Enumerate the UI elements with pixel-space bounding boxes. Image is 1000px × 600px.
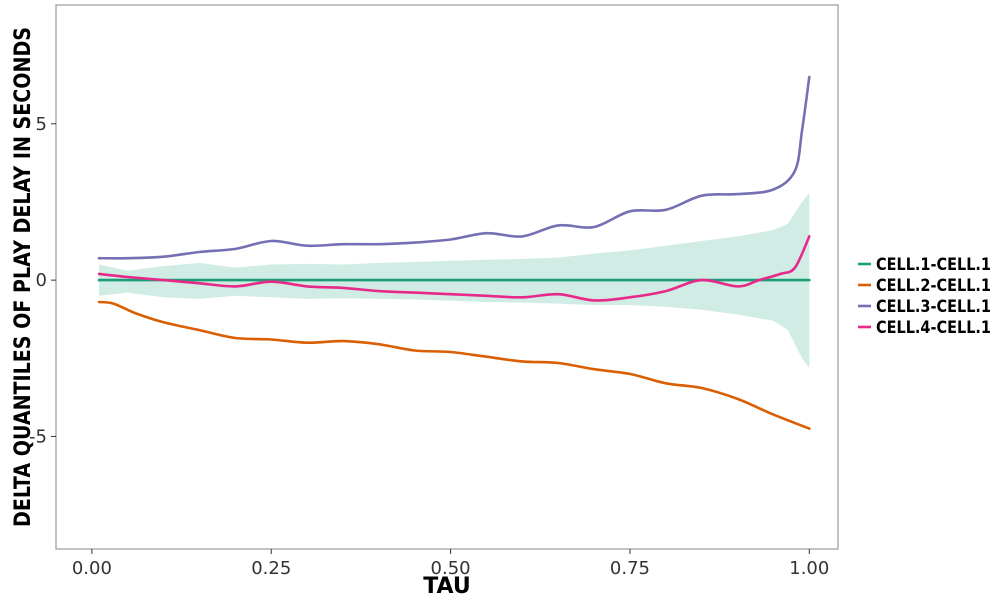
x-tick-label: 0.75 [610, 558, 650, 579]
series-line-4 [97, 235, 811, 302]
legend-item: CELL.2-CELL.1 [858, 276, 991, 296]
legend-item: CELL.1-CELL.1 [858, 255, 991, 275]
y-tick-label: 5 [36, 114, 47, 135]
x-tick-label: 0.25 [251, 558, 291, 579]
plot-border [55, 4, 839, 550]
series-line-2 [97, 300, 811, 430]
legend-item: CELL.3-CELL.1 [858, 297, 991, 317]
legend-label: CELL.4-CELL.1 [876, 318, 991, 338]
series-line-3 [97, 75, 811, 260]
legend-label: CELL.3-CELL.1 [876, 297, 991, 317]
y-axis-title: DELTA QUANTILES OF PLAY DELAY IN SECONDS [11, 27, 36, 527]
x-tick-label: 0.00 [72, 558, 112, 579]
y-tick-label: 0 [36, 270, 47, 291]
legend-item: CELL.4-CELL.1 [858, 318, 991, 338]
y-tick-label: -5 [29, 426, 47, 447]
x-tick-label: 0.50 [431, 558, 471, 579]
legend-label: CELL.1-CELL.1 [876, 255, 991, 275]
legend-label: CELL.2-CELL.1 [876, 276, 991, 296]
x-tick-label: 1.00 [789, 558, 829, 579]
x-axis-title: TAU [423, 574, 471, 599]
